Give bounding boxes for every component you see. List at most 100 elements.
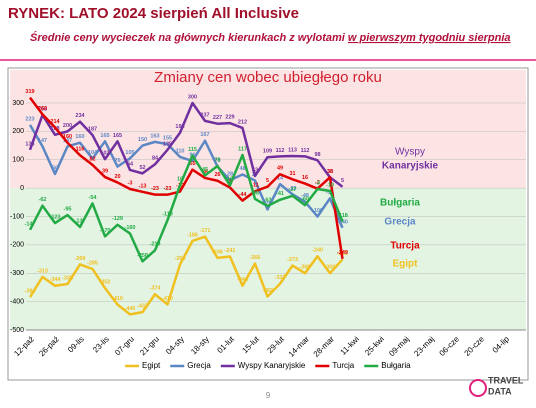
data-label: -246: [212, 249, 223, 255]
data-label: 65: [189, 161, 195, 167]
y-tick-label: 300: [12, 100, 24, 107]
data-label: -48: [301, 193, 309, 199]
data-label: 212: [238, 119, 247, 125]
chart-title: Zmiany cen wobec ubiegłego roku: [154, 69, 382, 86]
annotation: Turcja: [390, 241, 420, 252]
data-label: -344: [49, 277, 61, 283]
data-label: -313: [37, 268, 48, 274]
data-label: -44: [239, 192, 248, 198]
data-label: -300: [299, 265, 310, 271]
data-label: -129: [112, 216, 123, 222]
data-label: 50: [52, 165, 58, 171]
logo-text: TRAVEL: [488, 375, 524, 385]
y-tick-label: -200: [10, 242, 24, 249]
data-label: 28: [227, 172, 233, 178]
legend-label: Grecja: [187, 361, 211, 370]
data-label: -171: [199, 228, 210, 234]
data-label: 115: [188, 147, 197, 153]
data-label: -258: [137, 253, 148, 259]
data-label: 117: [238, 146, 247, 152]
data-label: -95: [64, 207, 72, 213]
data-label: 82: [89, 156, 95, 162]
data-label: -3: [128, 180, 133, 186]
data-label: 135: [163, 141, 172, 147]
y-tick-label: -300: [10, 270, 24, 277]
title: RYNEK: LATO 2024 sierpień All Inclusive: [8, 5, 299, 22]
data-label: -337: [274, 275, 285, 281]
data-label: 10: [227, 177, 233, 183]
data-label: 84: [152, 156, 159, 162]
data-label: 10: [177, 177, 183, 183]
data-label: -147: [24, 221, 35, 227]
data-label: -100: [312, 208, 323, 214]
data-label: -240: [312, 248, 323, 254]
data-label: -266: [249, 255, 260, 261]
data-label: 48: [239, 166, 245, 172]
data-label: -352: [99, 279, 110, 285]
data-label: 26: [214, 172, 220, 178]
data-label: 160: [63, 134, 72, 140]
data-label: -63: [264, 197, 272, 203]
data-label: 105: [125, 150, 134, 156]
data-label: 64: [127, 161, 134, 167]
legend-label: Wyspy Kanaryjskie: [238, 361, 306, 370]
data-label: 229: [225, 115, 234, 121]
data-label: 165: [113, 133, 122, 139]
legend-label: Egipt: [142, 361, 161, 370]
data-label: 43: [252, 167, 258, 173]
data-label: 52: [139, 165, 145, 171]
data-label: 76: [114, 158, 120, 164]
data-label: -160: [124, 225, 135, 231]
subtitle-start: Średnie ceny wycieczek na głównych kieru…: [30, 31, 348, 44]
data-label: 116: [76, 147, 85, 153]
logo-text: DATA: [488, 386, 512, 396]
data-label: -11: [251, 183, 259, 189]
series-line: [28, 235, 344, 316]
data-label: 223: [25, 116, 34, 122]
data-label: -23: [164, 186, 172, 192]
annotation: Grecja: [384, 217, 416, 228]
data-label: 300: [188, 94, 197, 100]
data-label: -382: [262, 288, 273, 294]
data-label: 195: [175, 124, 184, 130]
data-label: 38: [327, 169, 333, 175]
data-label: -410: [162, 296, 173, 302]
data-label: -300: [324, 265, 335, 271]
data-label: -140: [337, 219, 348, 225]
data-label: -186: [187, 232, 198, 238]
data-label: 214: [50, 119, 60, 125]
data-label: -269: [74, 256, 85, 262]
data-label: -384: [24, 289, 36, 295]
data-label: 237: [200, 112, 209, 118]
series-line: [28, 101, 344, 188]
data-label: -123: [49, 214, 60, 220]
data-label: -137: [74, 218, 85, 224]
data-label: -113: [162, 212, 173, 218]
data-label: 112: [301, 148, 310, 154]
data-label: 163: [150, 133, 159, 139]
y-tick-label: -500: [10, 327, 24, 334]
data-label: 14: [277, 176, 284, 182]
data-label: -2: [315, 180, 320, 186]
y-tick-label: -100: [10, 213, 24, 220]
data-label: -27: [289, 187, 297, 193]
data-label: 20: [114, 174, 120, 180]
annotation: Kanaryjskie: [382, 161, 439, 172]
y-tick-label: 100: [12, 157, 24, 164]
data-label: 49: [277, 166, 283, 172]
legend-label: Turcja: [332, 361, 354, 370]
data-label: -10: [326, 182, 334, 188]
series-line: [28, 96, 344, 259]
data-label: 167: [200, 132, 209, 138]
data-label: 102: [100, 151, 109, 157]
data-label: -338: [62, 275, 73, 281]
annotation: Wyspy: [395, 147, 425, 158]
data-label: 147: [38, 138, 47, 144]
series-line: [28, 153, 344, 263]
data-label: -273: [287, 257, 298, 263]
data-label: -38: [251, 190, 259, 196]
data-label: -3: [315, 180, 320, 186]
